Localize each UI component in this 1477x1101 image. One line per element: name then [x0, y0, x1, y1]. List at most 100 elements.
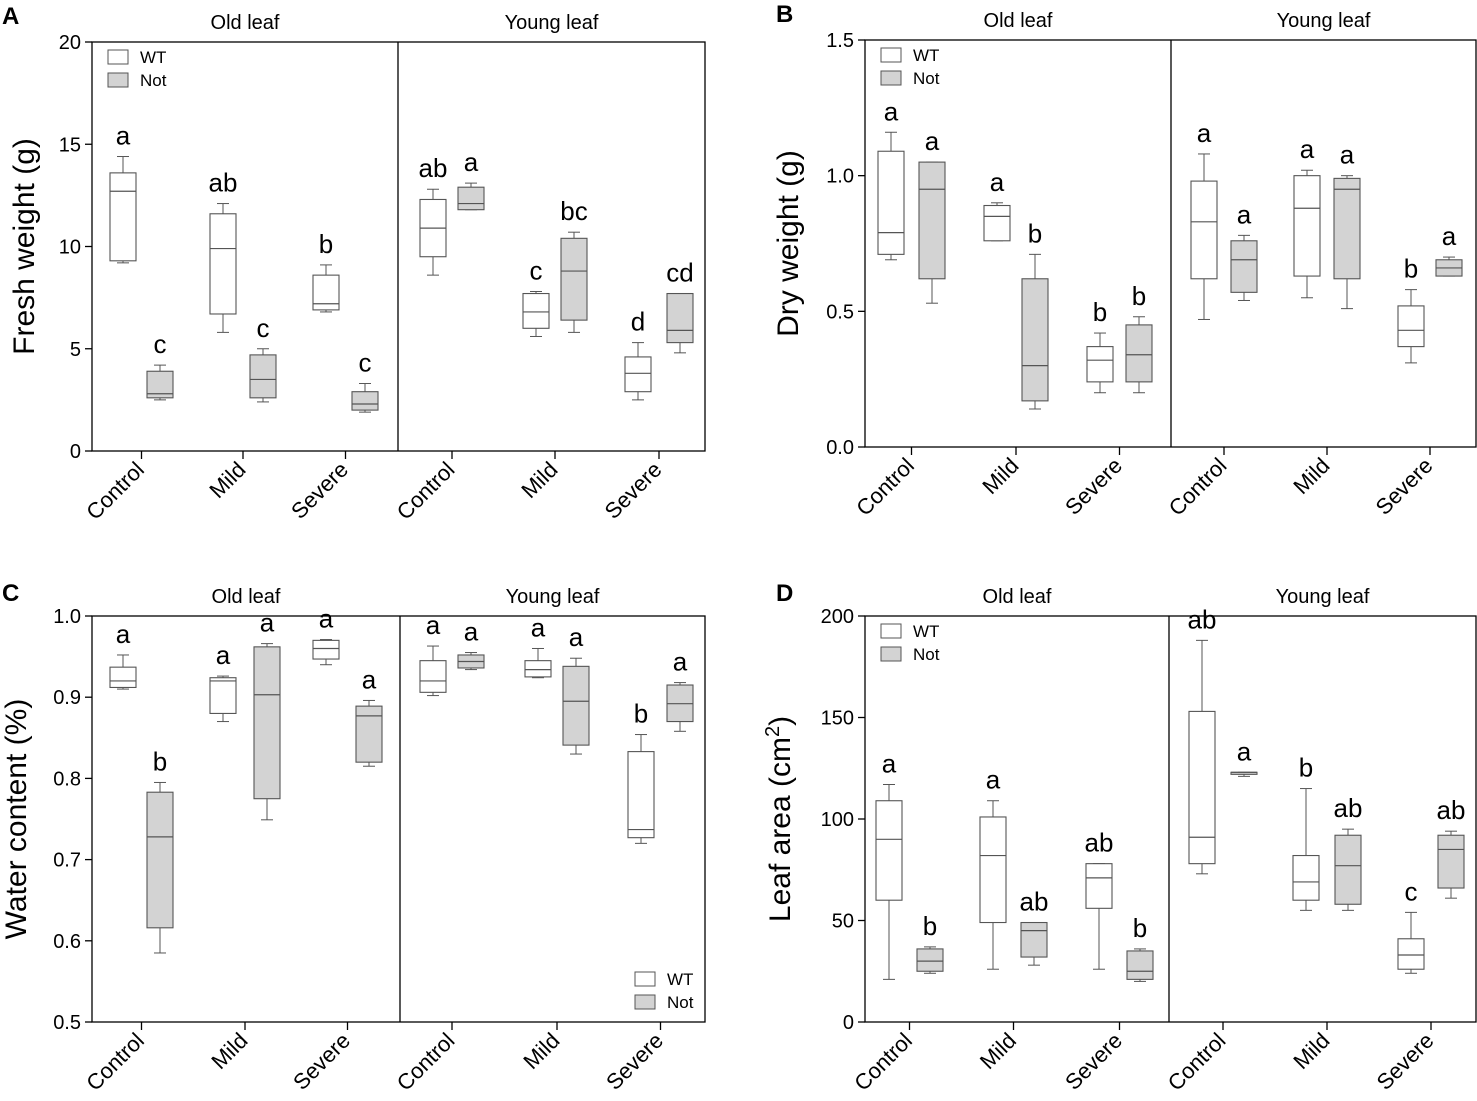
- box-wt: [209, 675, 237, 723]
- x-tick-label: Mild: [1288, 1028, 1334, 1074]
- significance-letter: b: [1404, 254, 1418, 284]
- y-tick-label: 0.5: [53, 1012, 81, 1034]
- significance-letter: b: [1133, 913, 1147, 943]
- x-tick-label: Severe: [1060, 1028, 1127, 1095]
- box-not: [916, 946, 944, 974]
- box-wt: [524, 647, 552, 679]
- legend-swatch: [634, 971, 656, 987]
- box-wt: [312, 264, 340, 313]
- x-tick-label: Control: [392, 1028, 460, 1096]
- box-rect: [146, 791, 174, 929]
- x-tick-label: Severe: [601, 1028, 668, 1095]
- significance-letter: ab: [209, 168, 238, 198]
- panel-letter: A: [2, 3, 19, 30]
- y-tick-label: 0.8: [53, 768, 81, 790]
- x-tick-label: Severe: [286, 457, 353, 524]
- box-rect: [419, 660, 447, 693]
- box-wt: [109, 654, 137, 690]
- section-label: Old leaf: [211, 12, 280, 34]
- legend-swatch: [880, 646, 902, 662]
- box-not: [146, 781, 174, 954]
- box-wt: [1397, 289, 1425, 364]
- box-not: [1435, 256, 1463, 277]
- x-tick-label: Control: [81, 457, 149, 525]
- box-rect: [1126, 950, 1154, 980]
- section-label: Young leaf: [1276, 586, 1370, 608]
- box-not: [457, 182, 485, 211]
- legend-label: Not: [913, 69, 940, 88]
- box-wt: [875, 783, 903, 980]
- box-wt: [1293, 169, 1321, 299]
- box-rect: [877, 150, 905, 255]
- significance-letter: ab: [419, 153, 448, 183]
- box-rect: [1021, 278, 1049, 402]
- x-tick-label: Mild: [206, 1028, 252, 1074]
- significance-letter: c: [1405, 876, 1418, 906]
- box-wt: [1397, 911, 1425, 974]
- significance-letter: ab: [1437, 795, 1466, 825]
- box-wt: [1190, 153, 1218, 320]
- box-not: [918, 161, 946, 304]
- x-tick-label: Control: [392, 457, 460, 525]
- significance-letter: a: [884, 96, 899, 126]
- box-rect: [875, 800, 903, 901]
- significance-letter: bc: [560, 196, 587, 226]
- box-not: [1334, 828, 1362, 911]
- box-not: [560, 231, 588, 333]
- significance-letter: c: [530, 255, 543, 285]
- box-rect: [522, 292, 550, 329]
- panel-letter: C: [2, 580, 19, 607]
- box-not: [1020, 921, 1048, 966]
- box-not: [1437, 830, 1465, 899]
- box-wt: [419, 188, 447, 276]
- y-tick-label: 50: [832, 911, 854, 933]
- significance-letter: b: [1093, 297, 1107, 327]
- significance-letter: ab: [1188, 604, 1217, 634]
- significance-letter: a: [116, 121, 131, 151]
- panel-c: C Old leaf Young leaf 0.5 0.6 0.7 0.8 0.9 1.0 Wat…: [0, 580, 706, 1096]
- box-rect: [312, 274, 340, 311]
- x-tick-label: Mild: [518, 1028, 564, 1074]
- significance-letter: ab: [1085, 828, 1114, 858]
- box-not: [355, 699, 383, 767]
- significance-letter: a: [1300, 134, 1315, 164]
- box-not: [1230, 234, 1258, 301]
- box-rect: [249, 354, 277, 399]
- section-label: Old leaf: [212, 586, 281, 608]
- x-tick-label: Severe: [600, 457, 667, 524]
- box-rect: [1333, 177, 1361, 280]
- x-tick-label: Mild: [516, 457, 562, 503]
- significance-letter: a: [882, 748, 897, 778]
- significance-letter: b: [153, 746, 167, 776]
- legend-label: WT: [140, 48, 166, 67]
- legend: WT Not: [634, 970, 694, 1012]
- box-rect: [918, 161, 946, 280]
- box-not: [666, 682, 694, 732]
- box-rect: [916, 948, 944, 972]
- x-tick-label: Severe: [1371, 453, 1438, 520]
- significance-letter: a: [986, 765, 1001, 795]
- legend-swatch: [107, 49, 129, 65]
- box-rect: [666, 292, 694, 344]
- y-tick-label: 100: [821, 809, 854, 831]
- significance-letter: a: [464, 617, 479, 647]
- significance-letter: a: [569, 622, 584, 652]
- significance-letter: b: [1132, 281, 1146, 311]
- box-rect: [562, 665, 590, 746]
- significance-letter: b: [634, 699, 648, 729]
- significance-letter: c: [257, 313, 270, 343]
- significance-letter: c: [154, 329, 167, 359]
- panel-letter: D: [776, 580, 793, 607]
- box-rect: [457, 186, 485, 211]
- significance-letter: a: [116, 619, 131, 649]
- significance-letter: a: [1197, 118, 1212, 148]
- significance-letter: a: [1237, 199, 1252, 229]
- box-rect: [312, 639, 340, 660]
- legend-label: Not: [667, 993, 694, 1012]
- box-rect: [1292, 854, 1320, 901]
- box-wt: [1085, 863, 1113, 970]
- x-tick-label: Control: [1164, 453, 1232, 521]
- x-tick-label: Severe: [1060, 453, 1127, 520]
- box-rect: [983, 204, 1011, 242]
- x-tick-label: Severe: [1372, 1028, 1439, 1095]
